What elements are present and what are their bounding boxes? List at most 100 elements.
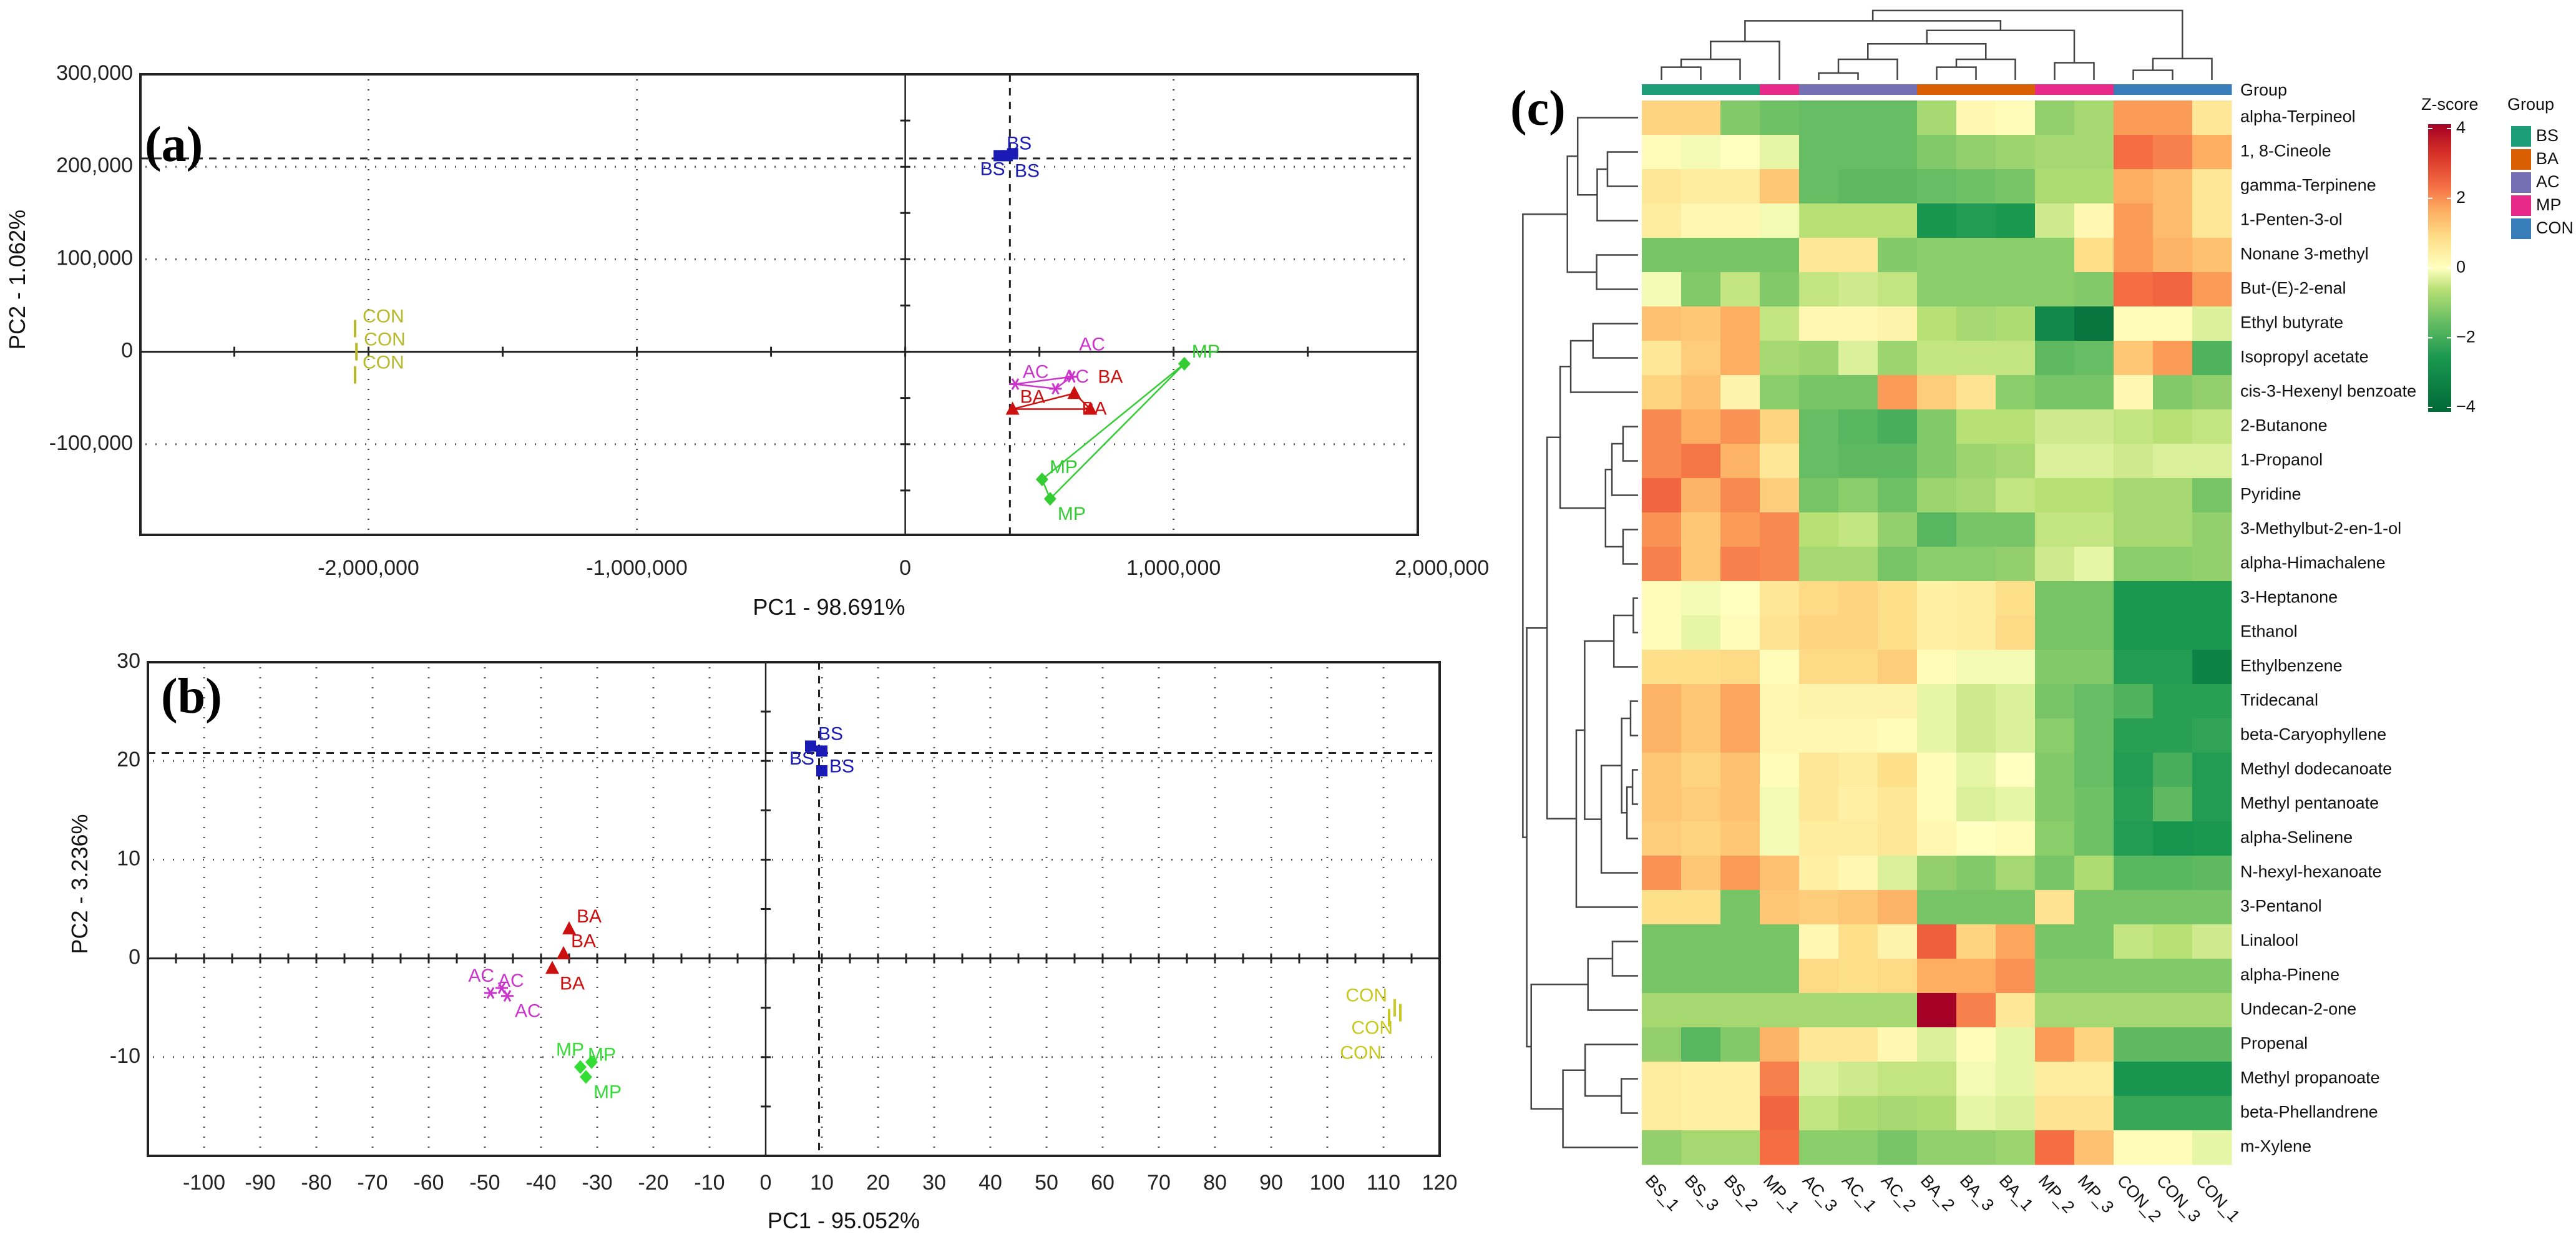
heatmap-cell <box>2153 272 2193 307</box>
row-label: N-hexyl-hexanoate <box>2240 863 2382 881</box>
triangle-marker <box>1005 401 1020 415</box>
x-tick-label: 60 <box>1091 1171 1115 1195</box>
heatmap-cell <box>1996 959 2036 994</box>
heatmap-cell <box>1642 512 1682 547</box>
heatmap-cell <box>2035 306 2075 341</box>
x-tick-label: -20 <box>638 1171 668 1195</box>
row-label: Undecan-2-one <box>2240 1000 2356 1019</box>
heatmap-cell <box>1917 787 1957 822</box>
heatmap-cell <box>2114 890 2154 925</box>
heatmap-cell <box>1878 203 1918 238</box>
heatmap-cell <box>1956 238 1996 273</box>
row-label: alpha-Pinene <box>2240 966 2339 984</box>
group-annotation-cell <box>2074 84 2114 95</box>
diamond-marker <box>574 1060 587 1074</box>
heatmap-cell <box>1642 821 1682 856</box>
heatmap-cell <box>2035 238 2075 273</box>
row-label: beta-Phellandrene <box>2240 1103 2378 1122</box>
heatmap-cell <box>2153 959 2193 994</box>
heatmap-cell <box>2074 787 2114 822</box>
heatmap-cell <box>1917 272 1957 307</box>
heatmap-cell <box>1720 306 1760 341</box>
diamond-marker <box>580 1070 592 1084</box>
row-dendrogram-branch <box>1569 340 1638 393</box>
star-marker-stroke <box>503 990 512 1002</box>
heatmap-cell <box>1681 1130 1721 1165</box>
heatmap-cell <box>1720 409 1760 444</box>
heatmap-cell <box>1838 1096 1878 1131</box>
heatmap-cell <box>2114 718 2154 753</box>
row-label: Pyridine <box>2240 485 2301 504</box>
heatmap-cell <box>2074 718 2114 753</box>
row-label: Isopropyl acetate <box>2240 348 2369 366</box>
heatmap-cell <box>2192 924 2232 959</box>
heatmap-cell <box>1878 959 1918 994</box>
group-annotation-cell <box>1878 84 1918 95</box>
heatmap-cell <box>2153 856 2193 891</box>
row-dendrogram-branch <box>1622 529 1638 565</box>
heatmap-cell <box>1760 512 1800 547</box>
row-dendrogram-branch <box>1559 366 1606 509</box>
heatmap-cell <box>1838 306 1878 341</box>
group-annotation-cell <box>2114 84 2154 95</box>
heatmap-cell <box>1838 547 1878 582</box>
heatmap-cell <box>2153 1062 2193 1097</box>
heatmap-cell <box>1681 787 1721 822</box>
heatmap-cell <box>2153 1130 2193 1165</box>
group-annotation-label: Group <box>2240 81 2287 99</box>
column-label: MP_3 <box>2074 1171 2117 1217</box>
row-label: Tridecanal <box>2240 691 2318 710</box>
heatmap-cell <box>1720 1062 1760 1097</box>
heatmap-cell <box>1799 1027 1839 1062</box>
group-legend-label: BS <box>2536 126 2559 145</box>
x-tick-label: 1,000,000 <box>1126 556 1221 580</box>
y-tick-label: 100,000 <box>56 246 133 270</box>
heatmap-cell <box>1799 1130 1839 1165</box>
x-tick-label: 20 <box>866 1171 890 1195</box>
plot-frame <box>139 73 1419 536</box>
heatmap-cell <box>1720 444 1760 479</box>
heatmap-cell <box>1878 821 1918 856</box>
row-label: 1, 8-Cineole <box>2240 142 2331 160</box>
heatmap-cell <box>2192 203 2232 238</box>
heatmap-cell <box>1878 1130 1918 1165</box>
x-tick-label: -90 <box>245 1171 275 1195</box>
row-dendrogram-branch <box>1631 769 1638 805</box>
heatmap-cell <box>1642 924 1682 959</box>
heatmap-cell <box>1838 821 1878 856</box>
heatmap-cell <box>1878 547 1918 582</box>
heatmap-cell <box>1956 341 1996 376</box>
star-marker-stroke <box>497 982 506 994</box>
heatmap-cell <box>2035 478 2075 513</box>
heatmap-cell <box>1720 547 1760 582</box>
heatmap-cell <box>2192 135 2232 170</box>
point-label: MP <box>556 1040 584 1060</box>
heatmap-cell <box>1956 272 1996 307</box>
row-label: alpha-Himachalene <box>2240 554 2386 572</box>
triangle-marker <box>1067 386 1081 399</box>
heatmap-cell <box>1996 1062 2036 1097</box>
heatmap-cell <box>1681 478 1721 513</box>
heatmap-cell <box>2035 375 2075 410</box>
y-tick-label: 20 <box>117 748 140 771</box>
heatmap-cell <box>2114 1027 2154 1062</box>
heatmap-cell <box>2035 856 2075 891</box>
heatmap-cell <box>1838 1130 1878 1165</box>
heatmap-cell <box>2192 512 2232 547</box>
column-dendrogram-branch <box>1710 41 1780 80</box>
heatmap-cell <box>2153 821 2193 856</box>
heatmap-cell <box>1799 753 1839 788</box>
heatmap-cell <box>1956 856 1996 891</box>
heatmap-cell <box>1642 615 1682 650</box>
column-label: BA_3 <box>1956 1171 1998 1215</box>
heatmap-cell <box>2035 512 2075 547</box>
heatmap-cell <box>1681 924 1721 959</box>
heatmap-cell <box>2192 650 2232 685</box>
heatmap-cell <box>2192 890 2232 925</box>
heatmap-cell <box>1681 821 1721 856</box>
point-label: BA <box>571 931 596 952</box>
heatmap-cell <box>1878 1027 1918 1062</box>
heatmap-cell <box>2035 1096 2075 1131</box>
heatmap-cell <box>2192 856 2232 891</box>
